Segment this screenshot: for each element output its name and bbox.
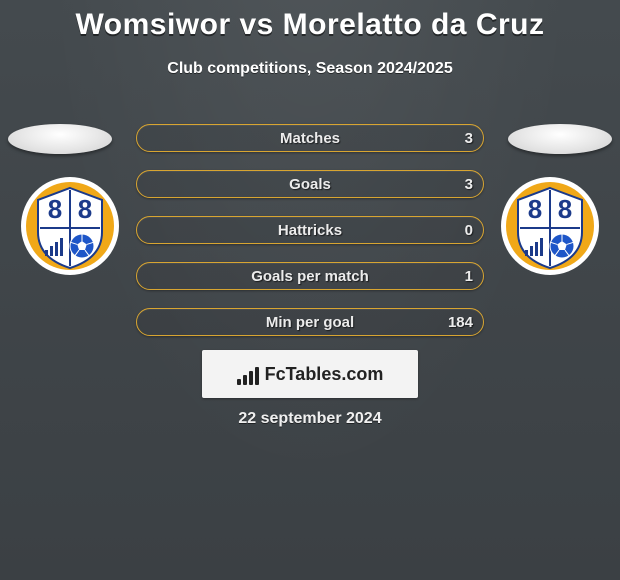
date-label: 22 september 2024 — [0, 410, 620, 428]
stat-right-value: 1 — [465, 263, 473, 289]
stat-label: Hattricks — [137, 217, 483, 243]
player-photo-left — [8, 124, 112, 154]
stat-right-value: 3 — [465, 171, 473, 197]
stat-row-hattricks: Hattricks 0 — [136, 216, 484, 244]
stat-row-min-per-goal: Min per goal 184 — [136, 308, 484, 336]
stat-row-goals-per-match: Goals per match 1 — [136, 262, 484, 290]
stat-label: Goals per match — [137, 263, 483, 289]
club-badge-right-icon: 8 8 — [500, 176, 600, 276]
stat-right-value: 0 — [465, 217, 473, 243]
club-badge-left-icon: 8 8 — [20, 176, 120, 276]
stat-right-value: 3 — [465, 125, 473, 151]
bar-chart-icon — [237, 363, 259, 385]
player-photo-right — [508, 124, 612, 154]
club-badge-right: 8 8 — [500, 176, 600, 276]
stats-list: Matches 3 Goals 3 Hattricks 0 Goals per … — [136, 124, 484, 354]
svg-text:8: 8 — [528, 194, 542, 224]
stat-label: Goals — [137, 171, 483, 197]
fctables-attribution: FcTables.com — [202, 350, 418, 398]
svg-text:8: 8 — [48, 194, 62, 224]
fctables-label: FcTables.com — [265, 364, 384, 385]
stat-right-value: 184 — [448, 309, 473, 335]
club-badge-left: 8 8 — [20, 176, 120, 276]
stat-label: Min per goal — [137, 309, 483, 335]
stat-label: Matches — [137, 125, 483, 151]
stat-row-goals: Goals 3 — [136, 170, 484, 198]
svg-text:8: 8 — [558, 194, 572, 224]
svg-text:8: 8 — [78, 194, 92, 224]
subtitle: Club competitions, Season 2024/2025 — [0, 60, 620, 78]
stat-row-matches: Matches 3 — [136, 124, 484, 152]
page-title: Womsiwor vs Morelatto da Cruz — [0, 0, 620, 42]
infographic-root: Womsiwor vs Morelatto da Cruz Club compe… — [0, 0, 620, 580]
